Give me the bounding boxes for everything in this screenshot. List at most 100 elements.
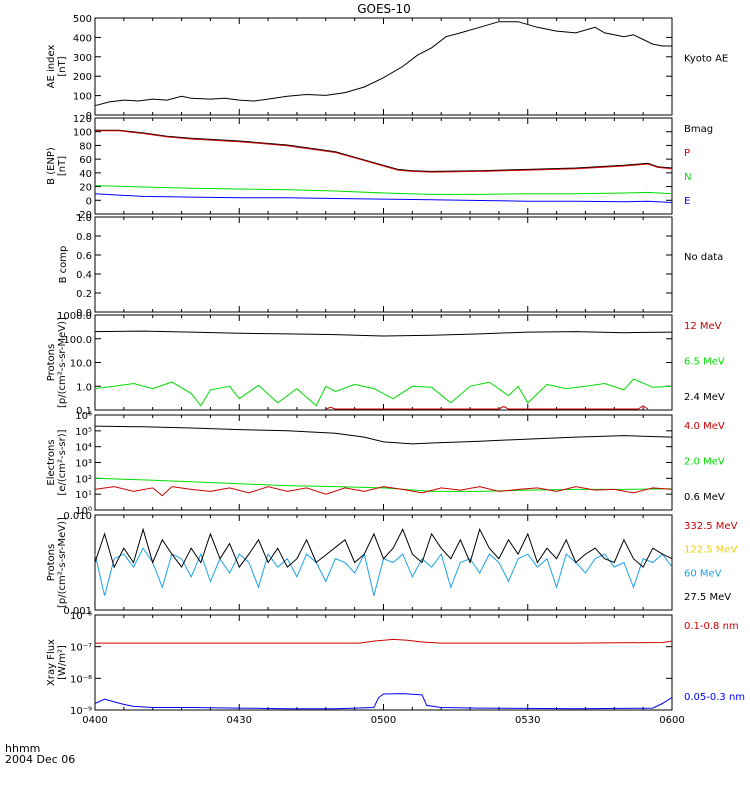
- footer-time-label: hhmm: [5, 742, 40, 755]
- series-line-0-05-0-3-nm: [94, 693, 673, 710]
- y-tick-label: 20: [79, 183, 92, 194]
- panel-frame: [94, 314, 673, 411]
- y-tick-label: 0: [86, 111, 92, 122]
- legend-entry: 2.0 MeV: [684, 457, 725, 468]
- y-tick-label: 1000.0: [57, 311, 92, 322]
- x-tick-label: 0400: [82, 715, 107, 726]
- y-tick-label: 10¹: [75, 490, 92, 501]
- y-tick-label: 0.001: [63, 606, 92, 617]
- legend-entry: 4.0 MeV: [684, 421, 725, 432]
- x-tick-label: 0530: [515, 715, 540, 726]
- y-axis-label: [nT]: [57, 56, 68, 76]
- series-line-bmag: [95, 129, 673, 172]
- legend-entry: 12 MeV: [684, 321, 722, 332]
- series-line-kyoto-ae: [94, 21, 672, 107]
- y-tick-label: 40: [79, 169, 92, 180]
- panel-5: 10⁰ 10¹ 10² 10³ 10⁴ 10⁵ 10⁶ Electrons [e/(cm²-s-…: [46, 411, 725, 517]
- legend-entry: 2.4 MeV: [684, 392, 725, 403]
- panel-4: 0.1 1.0 10.0 100.0 1000.0 Protons [p/(cm²-s-sr…: [46, 311, 725, 417]
- panel-6: 0.001 0.010 Protons [p/(cm²-s-sr-MeV)] 332.5…: [46, 511, 738, 617]
- footer-date-label: 2004 Dec 06: [5, 753, 75, 766]
- series-line-p: [95, 130, 673, 173]
- y-tick-label: -20: [76, 210, 92, 221]
- y-axis-label: [nT]: [57, 156, 68, 176]
- series-line-4-0-mev: [94, 486, 673, 497]
- series-line-e: [94, 193, 673, 203]
- y-tick-label: 10⁻⁶: [70, 611, 92, 622]
- y-axis-label: Electrons: [46, 439, 57, 485]
- legend-entry: P: [684, 148, 690, 159]
- panel-frame: [94, 514, 673, 611]
- y-axis-label: Xray Flux: [46, 639, 57, 686]
- series-line-0-1-0-8-nm: [95, 638, 673, 644]
- y-tick-label: 0.010: [63, 511, 92, 522]
- y-tick-label: 10⁻⁷: [70, 643, 92, 654]
- x-tick-label: 0430: [227, 715, 252, 726]
- y-tick-label: 10²: [75, 474, 92, 485]
- panel-frame: [94, 414, 673, 511]
- panel-frame: [94, 614, 673, 711]
- y-tick-label: 10⁵: [75, 427, 92, 438]
- legend-entry: N: [684, 172, 691, 183]
- y-tick-label: 0.4: [76, 270, 92, 281]
- legend-entry: 6.5 MeV: [684, 357, 725, 368]
- y-tick-label: 10⁴: [75, 443, 92, 454]
- y-tick-label: 100.0: [63, 335, 92, 346]
- y-tick-label: 10⁻⁸: [70, 674, 92, 685]
- y-axis-label: AE index: [46, 45, 57, 89]
- panel-3: 0.0 0.2 0.4 0.6 0.8 1.0 B comp No data: [58, 213, 723, 319]
- legend-entry: Bmag: [684, 124, 713, 135]
- y-axis-label: [p/(cm²-s-sr-MeV)]: [57, 517, 68, 608]
- y-tick-label: 10⁰: [75, 506, 92, 517]
- y-tick-label: 0: [86, 196, 92, 207]
- legend-entry: 27.5 MeV: [684, 592, 731, 603]
- y-tick-label: 200: [73, 72, 92, 83]
- y-axis-label: [e/(cm²-s-sr)]: [57, 429, 68, 495]
- y-tick-label: 1.0: [76, 213, 92, 224]
- panel-1: 0 100 200 300 400 500 AE index [nT] Kyoto AE: [46, 14, 728, 122]
- y-axis-label: B (ENP): [46, 147, 57, 185]
- y-axis-label: [p/(cm²-s-sr-MeV)]: [57, 317, 68, 408]
- y-tick-label: 300: [73, 53, 92, 64]
- series-line-2-0-mev: [94, 477, 673, 492]
- series-line-60-mev: [94, 547, 673, 596]
- y-tick-label: 1.0: [76, 382, 92, 393]
- y-tick-label: 100: [73, 92, 92, 103]
- legend-entry: No data: [684, 252, 723, 263]
- y-tick-label: 100: [73, 128, 92, 139]
- y-tick-label: 120: [73, 114, 92, 125]
- y-tick-label: 0.0: [76, 308, 92, 319]
- series-line-2-4-mev: [94, 330, 673, 337]
- series-line-6-5-mev: [94, 378, 673, 407]
- y-tick-label: 0.6: [76, 251, 92, 262]
- series-line-12-mev: [325, 405, 649, 410]
- panel-frame: [94, 17, 673, 116]
- y-tick-label: 10⁶: [75, 411, 92, 422]
- y-axis-label: B comp: [58, 246, 69, 284]
- legend-entry: 0.1-0.8 nm: [684, 621, 739, 632]
- y-tick-label: 10³: [75, 459, 92, 470]
- series-line-n: [94, 185, 673, 195]
- panel-2: -20 0 20 40 60 80 100 120 B (ENP) [nT] Bmag P N E: [46, 114, 713, 221]
- legend-entry: E: [684, 196, 690, 207]
- y-axis-label: [W/m²]: [57, 645, 68, 680]
- y-tick-label: 500: [73, 14, 92, 25]
- panel-frame: [94, 216, 673, 313]
- legend-entry: 0.6 MeV: [684, 492, 725, 503]
- y-tick-label: 60: [79, 155, 92, 166]
- x-tick-label: 0500: [371, 715, 396, 726]
- y-axis-label: Protons: [46, 344, 57, 381]
- legend-entry: 332.5 MeV: [684, 521, 738, 532]
- y-axis-label: Protons: [46, 544, 57, 581]
- y-tick-label: 400: [73, 33, 92, 44]
- panel-7: 10⁻⁹ 10⁻⁸ 10⁻⁷ 10⁻⁶ Xray Flux [W/m²] 0.1-0.8 n…: [46, 611, 745, 717]
- y-tick-label: 10.0: [70, 359, 92, 370]
- legend-entry: 60 MeV: [684, 568, 722, 579]
- y-tick-label: 0.8: [76, 232, 92, 243]
- series-line-27-5-mev: [94, 527, 673, 569]
- figure-title: GOES-10: [357, 2, 411, 16]
- y-tick-label: 10⁻⁹: [70, 706, 92, 717]
- legend-entry: 122.5 MeV: [684, 545, 738, 556]
